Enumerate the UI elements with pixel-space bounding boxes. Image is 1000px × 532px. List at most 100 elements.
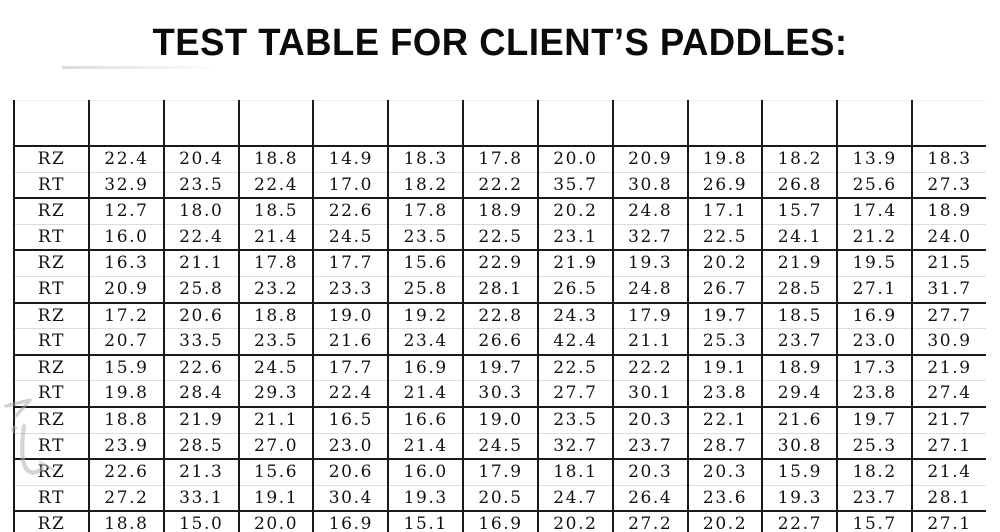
table-data-cell: 20.4 xyxy=(162,144,240,173)
table-data-cell: 17.9 xyxy=(611,301,689,330)
table-data-cell: 26.9 xyxy=(686,171,764,200)
table-row: RZ 12.7 18.0 18.5 22.6 17.8 18.9 20.2 24.8 17.1 15… xyxy=(13,197,986,225)
table-data-cell: 17.9 xyxy=(462,458,539,486)
table-data-cell: 21.2 xyxy=(836,223,914,252)
row-label-cell: RZ xyxy=(13,197,90,225)
table-data-cell: 23.7 xyxy=(761,328,839,356)
table-row: RZ 22.6 21.3 15.6 20.6 16.0 17.9 18.1 20.3 20.3 15… xyxy=(13,458,986,486)
table-data-cell: 20.6 xyxy=(162,301,240,330)
table-data-cell: 17.7 xyxy=(312,249,390,277)
table-header-cell xyxy=(462,100,539,147)
table-data-cell: 19.7 xyxy=(462,353,539,382)
table-data-cell: 22.4 xyxy=(88,144,165,173)
table-data-cell: 21.7 xyxy=(911,405,986,434)
table-data-cell: 20.2 xyxy=(536,197,614,225)
table-data-cell: 28.1 xyxy=(911,484,986,513)
table-data-cell: 26.7 xyxy=(686,275,764,304)
table-data-cell: 22.2 xyxy=(611,353,689,382)
table-data-cell: 25.8 xyxy=(162,275,240,304)
table-row: RZ 16.3 21.1 17.8 17.7 15.6 22.9 21.9 19.3 20.2 21… xyxy=(13,249,986,277)
table-data-cell: 25.6 xyxy=(836,171,914,200)
table-data-cell: 24.5 xyxy=(312,223,390,252)
table-data-cell: 19.8 xyxy=(686,144,764,173)
table-header-cell xyxy=(911,100,986,147)
page-title: TEST TABLE FOR CLIENT’S PADDLES: xyxy=(152,22,848,64)
table-data-cell: 32.7 xyxy=(611,223,689,252)
table-data-cell: 15.7 xyxy=(761,197,839,225)
table-data-cell: 23.5 xyxy=(162,171,240,200)
table-data-cell: 30.8 xyxy=(611,171,689,200)
table-header-cell xyxy=(237,100,315,147)
table-row: RZ 18.8 21.9 21.1 16.5 16.6 19.0 23.5 20.3 22.1 21… xyxy=(13,405,986,434)
table-data-cell: 22.4 xyxy=(237,171,315,200)
table-data-cell: 27.2 xyxy=(88,484,165,513)
table-header-cell xyxy=(536,100,614,147)
table-data-cell: 27.0 xyxy=(237,432,315,461)
table-data-cell: 20.3 xyxy=(686,458,764,486)
table-row: RT 32.9 23.5 22.4 17.0 18.2 22.2 35.7 30.8 26.9 26… xyxy=(13,171,986,200)
row-label-cell: RT xyxy=(13,484,90,513)
table-data-cell: 23.3 xyxy=(312,275,390,304)
table-row: RZ 18.8 15.0 20.0 16.9 15.1 16.9 20.2 27.2 20.2 22… xyxy=(13,510,986,532)
table-data-cell: 21.1 xyxy=(162,249,240,277)
table-data-cell: 23.5 xyxy=(237,328,315,356)
table-data-cell: 18.8 xyxy=(88,405,165,434)
table-data-cell: 18.2 xyxy=(836,458,914,486)
table-data-cell: 20.2 xyxy=(686,510,764,532)
table-row: RT 27.2 33.1 19.1 30.4 19.3 20.5 24.7 26.4 23.6 19… xyxy=(13,484,986,513)
table-data-cell: 18.8 xyxy=(88,510,165,532)
table-data-cell: 30.3 xyxy=(462,380,539,408)
table-data-cell: 33.5 xyxy=(162,328,240,356)
table-data-cell: 18.9 xyxy=(462,197,539,225)
table-data-cell: 17.7 xyxy=(312,353,390,382)
row-label-cell: RZ xyxy=(13,301,90,330)
table-data-cell: 21.3 xyxy=(162,458,240,486)
table-data-cell: 27.4 xyxy=(911,380,986,408)
table-data-cell: 28.4 xyxy=(162,380,240,408)
table-data-cell: 22.8 xyxy=(462,301,539,330)
table-data-cell: 17.0 xyxy=(312,171,390,200)
table-data-cell: 29.4 xyxy=(761,380,839,408)
table-data-cell: 31.7 xyxy=(911,275,986,304)
table-data-cell: 18.5 xyxy=(761,301,839,330)
table-data-cell: 30.4 xyxy=(312,484,390,513)
table-header-cell xyxy=(13,100,90,147)
table-data-cell: 17.1 xyxy=(686,197,764,225)
table-data-cell: 19.0 xyxy=(462,405,539,434)
table-data-cell: 27.7 xyxy=(536,380,614,408)
table-data-cell: 33.1 xyxy=(162,484,240,513)
table-data-cell: 22.6 xyxy=(162,353,240,382)
table-data-cell: 20.2 xyxy=(536,510,614,532)
table-data-cell: 21.1 xyxy=(237,405,315,434)
table-data-cell: 19.7 xyxy=(836,405,914,434)
table-data-cell: 27.1 xyxy=(911,432,986,461)
table-data-cell: 16.0 xyxy=(387,458,465,486)
row-label-cell: RZ xyxy=(13,353,90,382)
table-data-cell: 23.1 xyxy=(536,223,614,252)
table-header-cell xyxy=(611,100,689,147)
table-data-cell: 20.9 xyxy=(88,275,165,304)
row-label-cell: RT xyxy=(13,223,90,252)
table-data-cell: 21.9 xyxy=(162,405,240,434)
table-data-cell: 20.6 xyxy=(312,458,390,486)
table-data-cell: 21.4 xyxy=(387,432,465,461)
table-data-cell: 15.7 xyxy=(836,510,914,532)
table-data-cell: 25.8 xyxy=(387,275,465,304)
table-data-cell: 21.6 xyxy=(761,405,839,434)
table-data-cell: 32.9 xyxy=(88,171,165,200)
table-data-cell: 19.3 xyxy=(387,484,465,513)
table-data-cell: 24.5 xyxy=(462,432,539,461)
table-data-cell: 22.4 xyxy=(162,223,240,252)
table-data-cell: 24.7 xyxy=(536,484,614,513)
table-data-cell: 26.8 xyxy=(761,171,839,200)
table-header-cell xyxy=(312,100,390,147)
row-label-cell: RT xyxy=(13,171,90,200)
table-data-cell: 15.6 xyxy=(237,458,315,486)
row-label-cell: RZ xyxy=(13,405,90,434)
table-data-cell: 15.1 xyxy=(387,510,465,532)
table-data-cell: 30.9 xyxy=(911,328,986,356)
table-data-cell: 18.8 xyxy=(237,301,315,330)
table-data-cell: 24.1 xyxy=(761,223,839,252)
table-row: RT 16.0 22.4 21.4 24.5 23.5 22.5 23.1 32.7 22.5 24… xyxy=(13,223,986,252)
